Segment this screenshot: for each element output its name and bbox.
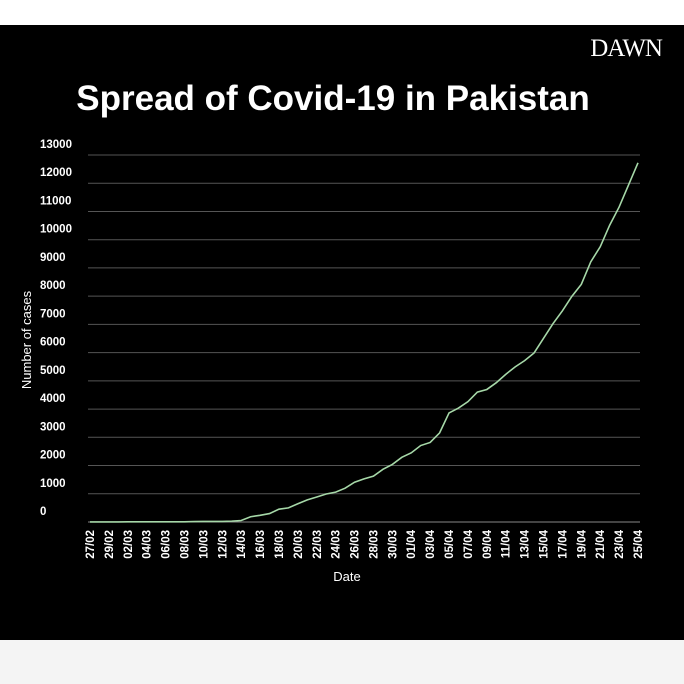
x-tick-label: 07/04 xyxy=(463,529,475,558)
y-tick-label: 5000 xyxy=(40,365,66,377)
x-tick-label: 27/02 xyxy=(85,530,97,559)
y-tick-label: 7000 xyxy=(40,308,66,320)
x-tick-label: 04/03 xyxy=(142,530,154,559)
x-tick-label: 17/04 xyxy=(557,529,569,558)
x-tick-label: 18/03 xyxy=(274,530,286,559)
x-tick-label: 14/03 xyxy=(236,530,248,559)
y-tick-label: 3000 xyxy=(40,421,66,433)
x-tick-label: 23/04 xyxy=(614,529,626,558)
x-tick-label: 22/03 xyxy=(312,530,324,559)
x-tick-label: 08/03 xyxy=(179,530,191,559)
y-tick-label: 13000 xyxy=(40,139,72,151)
data-line xyxy=(89,162,639,523)
x-tick-label: 16/03 xyxy=(255,530,267,559)
x-tick-label: 06/03 xyxy=(161,530,173,559)
y-tick-label: 0 xyxy=(40,506,46,518)
x-tick-label: 12/03 xyxy=(217,530,229,559)
x-tick-label: 05/04 xyxy=(444,529,456,558)
brand-logo: DAWN xyxy=(590,35,663,62)
x-tick-label: 03/04 xyxy=(425,529,437,558)
y-tick-label: 1000 xyxy=(40,478,66,490)
x-tick-label: 30/03 xyxy=(387,530,399,559)
chart-title: Spread of Covid-19 in Pakistan xyxy=(76,79,589,118)
chart-background xyxy=(0,25,684,640)
y-tick-label: 12000 xyxy=(40,167,72,179)
top-band xyxy=(0,0,684,25)
y-tick-label: 2000 xyxy=(40,450,66,462)
x-tick-label: 15/04 xyxy=(539,529,551,558)
x-tick-label: 21/04 xyxy=(595,529,607,558)
y-axis-label: Number of cases xyxy=(19,290,34,389)
x-tick-label: 09/04 xyxy=(482,529,494,558)
x-tick-label: 11/04 xyxy=(501,529,513,558)
x-tick-label: 28/03 xyxy=(368,530,380,559)
x-tick-label: 25/04 xyxy=(633,529,645,558)
x-tick-label: 20/03 xyxy=(293,530,305,559)
x-tick-label: 29/02 xyxy=(104,530,116,559)
x-tick-label: 13/04 xyxy=(520,529,532,558)
y-tick-label: 6000 xyxy=(40,337,66,349)
y-tick-label: 8000 xyxy=(40,280,66,292)
x-tick-label: 02/03 xyxy=(123,530,135,559)
x-tick-label: 24/03 xyxy=(331,530,343,559)
x-tick-label: 19/04 xyxy=(576,529,588,558)
y-tick-label: 11000 xyxy=(40,195,71,207)
x-axis-label: Date xyxy=(333,569,360,584)
x-tick-label: 26/03 xyxy=(350,530,362,559)
y-tick-label: 4000 xyxy=(40,393,66,405)
y-tick-label: 10000 xyxy=(40,224,72,236)
x-tick-label: 10/03 xyxy=(198,530,210,559)
y-tick-label: 9000 xyxy=(40,252,66,264)
x-tick-label: 01/04 xyxy=(406,529,418,558)
